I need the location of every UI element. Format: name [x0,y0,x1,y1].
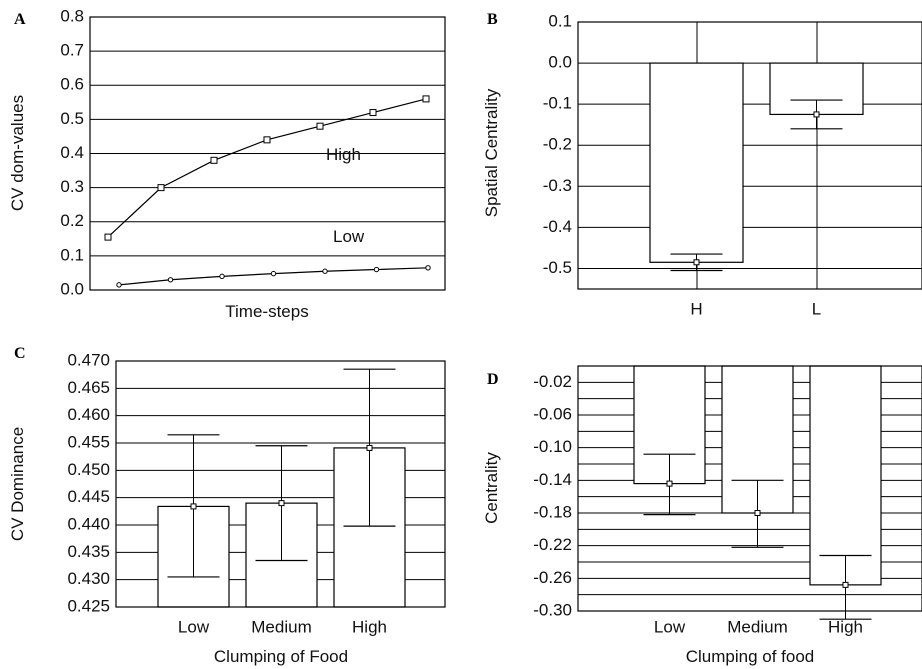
plot-frame-d [577,365,922,612]
data-point-a-1-5 [373,266,380,273]
annotation-high: High [326,145,361,164]
y-tick-label-a-5: 0.5 [60,109,84,128]
x-tick-label-d-1: Medium [727,617,787,636]
y-tick-label-c-5: 0.445 [67,487,110,506]
mean-marker-c-1 [278,500,285,507]
data-point-a-0-5 [369,109,377,117]
y-tick-label-b-5: -0.4 [543,217,572,236]
y-tick-label-d-5: -0.22 [533,535,572,554]
y-axis-label-d: Centrality [482,452,501,524]
y-tick-label-c-3: 0.455 [67,432,110,451]
mean-marker-d-0 [666,480,673,487]
data-point-a-1-3 [270,270,277,277]
panel-label-b: B [487,11,498,28]
y-tick-label-a-0: 0.0 [60,279,84,298]
y-tick-label-b-0: 0.1 [548,11,572,30]
panel-label-a: A [14,11,26,28]
y-tick-label-a-4: 0.4 [60,143,84,162]
mean-marker-c-0 [190,503,197,510]
y-tick-label-c-4: 0.450 [67,460,110,479]
data-point-a-0-3 [263,136,271,144]
plot-frame-a [89,16,446,291]
panel-label-c: C [14,345,26,362]
plot-frame-b [577,21,922,290]
panel-b: B 0.1 0.0 -0.1 -0.2 -0.3 -0.4 -0.5 H L Spatial … [482,11,922,318]
data-point-a-1-4 [322,268,328,274]
y-tick-label-c-8: 0.430 [67,569,110,588]
y-tick-label-d-6: -0.26 [533,568,572,587]
y-axis-label-a: CV dom-values [8,95,27,211]
x-axis-label-a: Time-steps [225,302,308,321]
y-axis-label-c: CV Dominance [8,427,27,541]
mean-marker-d-2 [842,581,849,588]
x-tick-label-d-2: High [828,617,863,636]
data-point-a-0-4 [316,122,324,130]
y-tick-label-b-4: -0.3 [543,176,572,195]
y-tick-label-b-1: 0.0 [548,53,572,72]
bar-b-0 [649,62,744,263]
data-point-a-1-6 [425,265,431,271]
panel-c: C 0.470 0.465 0.460 0.455 0.450 0.445 0.440 0.4… [8,345,446,666]
y-tick-label-c-2: 0.460 [67,405,110,424]
y-tick-label-c-9: 0.425 [67,596,110,615]
y-tick-label-d-1: -0.06 [533,404,572,423]
y-tick-label-a-3: 0.3 [60,177,84,196]
x-axis-label-d: Clumping of food [686,647,815,666]
panel-a: A 0.0 0.1 0.2 0.3 0.4 0.5 0.6 0.7 0.8 High Low T… [8,6,446,321]
panel-label-d: D [487,371,499,388]
y-tick-label-c-0: 0.470 [67,350,110,369]
mean-marker-c-2 [366,444,373,451]
x-tick-label-c-2: High [352,617,387,636]
y-tick-label-b-3: -0.2 [543,135,572,154]
y-tick-label-d-4: -0.18 [533,502,572,521]
y-axis-label-b: Spatial Centrality [482,88,501,217]
x-tick-label-c-1: Medium [251,617,311,636]
data-point-a-0-1 [157,184,165,192]
x-tick-label-b-1: L [812,299,821,318]
x-tick-label-b-0: H [690,299,702,318]
data-point-a-1-1 [167,277,174,283]
y-tick-label-d-2: -0.10 [533,437,572,456]
y-tick-label-b-6: -0.5 [543,258,572,277]
y-tick-label-a-7: 0.7 [60,41,84,60]
data-point-a-1-0 [116,282,122,288]
x-tick-label-d-0: Low [654,617,686,636]
y-tick-label-a-6: 0.6 [60,75,84,94]
plot-frame-c [115,360,446,608]
y-tick-label-d-0: -0.02 [533,372,572,391]
x-tick-label-c-0: Low [178,617,210,636]
data-point-a-0-2 [210,156,218,164]
bar-d-2 [809,365,882,586]
y-tick-label-d-7: -0.30 [533,600,572,619]
data-point-a-0-0 [104,233,112,241]
y-tick-label-b-2: -0.1 [543,94,572,113]
mean-marker-b-1 [813,111,820,118]
panel-d: D -0.02 -0.06 -0.10 -0.14 -0.18 -0.22 -0.26 -0.… [482,365,922,666]
y-tick-label-a-8: 0.8 [60,6,84,25]
y-tick-label-c-6: 0.440 [67,514,110,533]
data-point-a-0-6 [422,95,430,103]
y-tick-label-a-2: 0.2 [60,211,84,230]
y-tick-label-a-1: 0.1 [60,245,84,264]
y-tick-label-c-7: 0.435 [67,542,110,561]
x-axis-label-c: Clumping of Food [214,647,348,666]
annotation-low: Low [333,227,365,246]
series-line-a-1 [118,267,429,286]
mean-marker-d-1 [754,510,761,516]
data-point-a-1-2 [219,273,225,280]
y-tick-label-d-3: -0.14 [533,470,572,489]
mean-marker-b-0 [693,259,700,266]
y-tick-label-c-1: 0.465 [67,378,110,397]
